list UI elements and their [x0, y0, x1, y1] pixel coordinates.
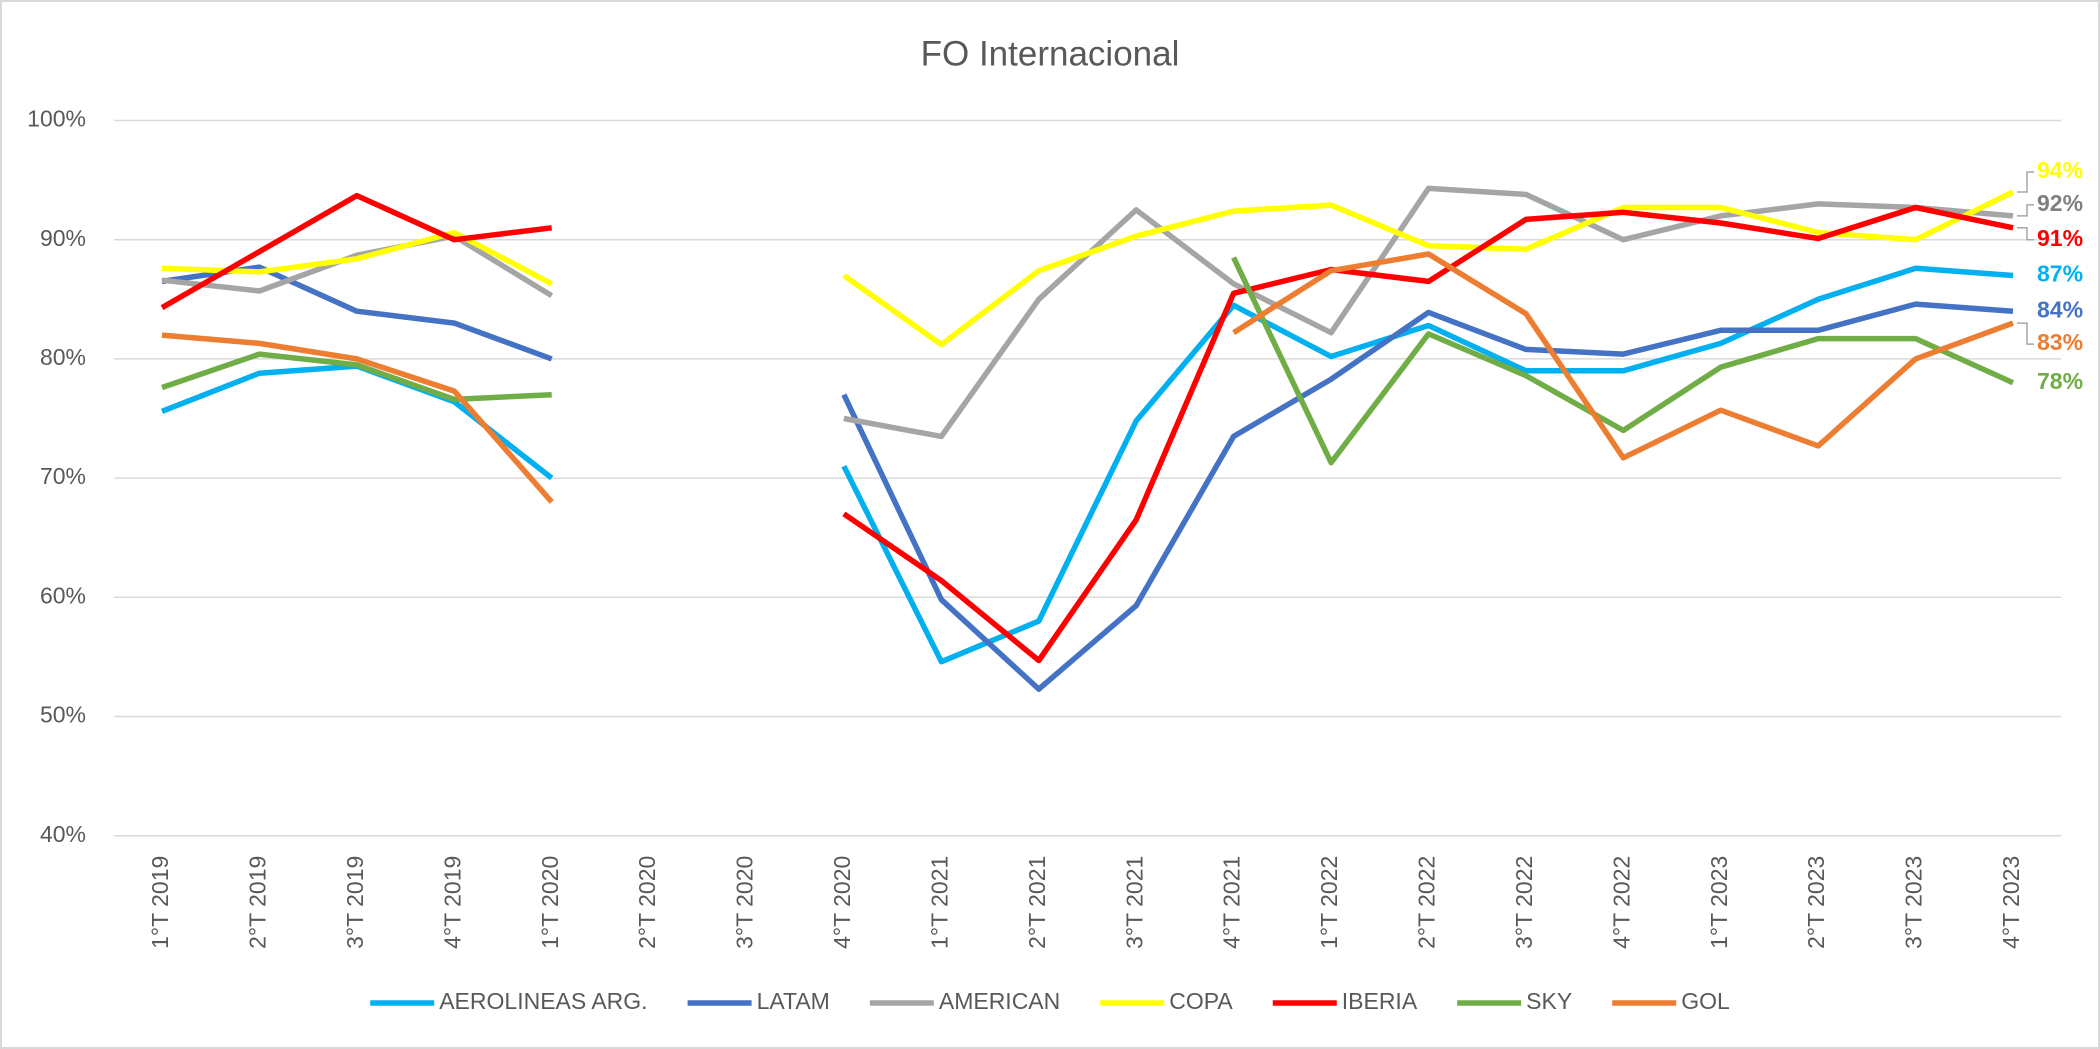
series-line — [161, 251, 2014, 504]
label-leader — [2017, 227, 2034, 241]
x-tick-label: 2°T 2023 — [1803, 856, 1829, 949]
data-label: 83% — [2037, 329, 2083, 355]
y-tick-label: 100% — [27, 106, 86, 132]
x-tick-label: 2°T 2021 — [1024, 856, 1050, 949]
x-tick-label: 3°T 2021 — [1121, 856, 1147, 949]
label-leader — [2017, 204, 2034, 217]
x-tick-label: 4°T 2019 — [439, 856, 465, 949]
series-line — [161, 185, 2014, 440]
y-tick-label: 60% — [40, 582, 86, 608]
x-tick-label: 2°T 2022 — [1414, 856, 1440, 949]
x-tick-label: 3°T 2019 — [342, 856, 368, 949]
data-label: 94% — [2037, 157, 2083, 183]
x-tick-label: 3°T 2022 — [1511, 856, 1537, 949]
legend-label: AMERICAN — [939, 988, 1060, 1014]
label-leader — [2017, 171, 2034, 193]
legend-label: COPA — [1169, 988, 1233, 1014]
legend-label: SKY — [1526, 988, 1572, 1014]
x-tick-label: 3°T 2023 — [1901, 856, 1927, 949]
legend-label: LATAM — [757, 988, 830, 1014]
legend-label: GOL — [1681, 988, 1730, 1014]
x-tick-label: 1°T 2020 — [537, 856, 563, 949]
x-tick-label: 4°T 2020 — [829, 856, 855, 949]
y-tick-label: 80% — [40, 344, 86, 370]
chart-title: FO Internacional — [921, 34, 1180, 73]
y-tick-label: 70% — [40, 463, 86, 489]
data-label: 91% — [2037, 225, 2083, 251]
x-tick-label: 1°T 2019 — [147, 856, 173, 949]
x-tick-label: 2°T 2019 — [244, 856, 270, 949]
data-label: 92% — [2037, 190, 2083, 216]
x-tick-label: 2°T 2020 — [634, 856, 660, 949]
legend-label: IBERIA — [1342, 988, 1418, 1014]
x-tick-label: 4°T 2023 — [1998, 856, 2024, 949]
data-label: 84% — [2037, 296, 2083, 322]
data-label: 78% — [2037, 368, 2083, 394]
data-label: 87% — [2037, 261, 2083, 287]
y-tick-label: 90% — [40, 225, 86, 251]
x-tick-label: 3°T 2020 — [732, 856, 758, 949]
legend-label: AEROLINEAS ARG. — [439, 988, 647, 1014]
y-tick-label: 50% — [40, 702, 86, 728]
x-tick-label: 4°T 2022 — [1608, 856, 1634, 949]
series-line — [161, 256, 2015, 466]
label-leader — [2017, 322, 2034, 345]
y-tick-label: 40% — [40, 821, 86, 847]
x-tick-label: 1°T 2023 — [1706, 856, 1732, 949]
x-tick-label: 1°T 2022 — [1316, 856, 1342, 949]
x-tick-label: 4°T 2021 — [1219, 856, 1245, 949]
x-tick-label: 1°T 2021 — [926, 856, 952, 949]
series-line — [160, 192, 2014, 664]
